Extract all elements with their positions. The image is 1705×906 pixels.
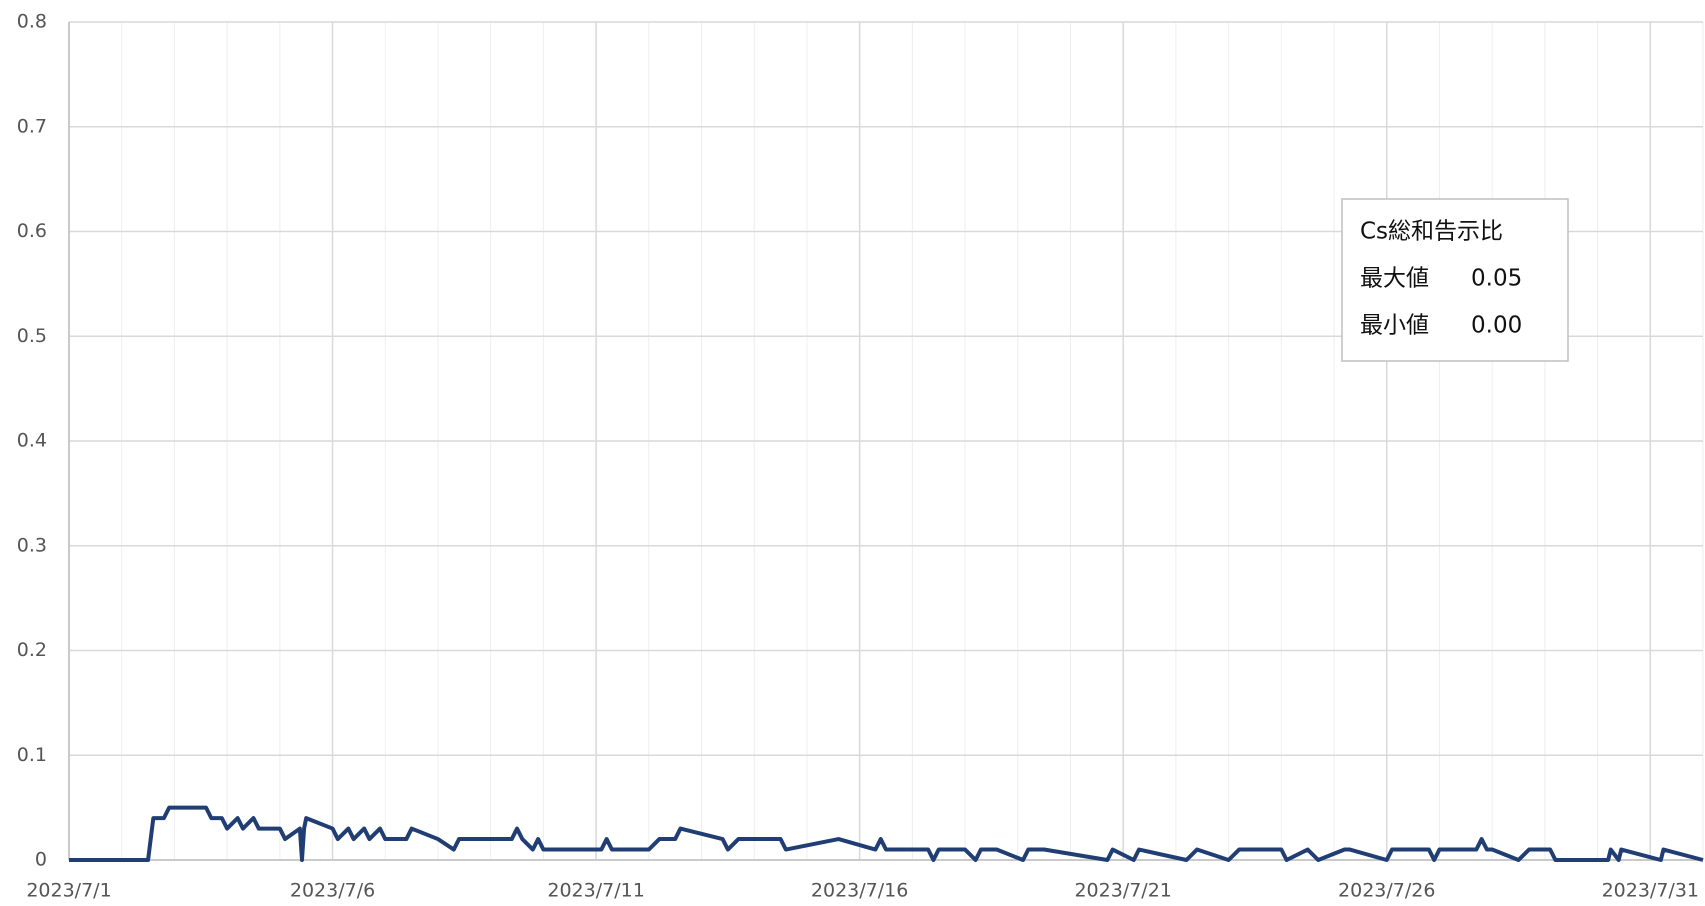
- y-tick-label: 0.4: [17, 430, 47, 452]
- x-tick-label: 2023/7/21: [1074, 880, 1171, 902]
- data-line: [69, 805, 1704, 862]
- y-tick-label: 0.7: [17, 115, 47, 137]
- annotation-label: 最大値: [1360, 266, 1429, 292]
- y-tick-label: 0.1: [17, 744, 47, 766]
- x-tick-label: 2023/7/26: [1338, 880, 1435, 902]
- y-tick-label: 0.5: [17, 325, 47, 347]
- annotation-label: 最小値: [1360, 313, 1429, 339]
- annotation-value: 0.05: [1471, 266, 1522, 292]
- y-tick-label: 0.2: [17, 639, 47, 661]
- y-tick-label: 0.3: [17, 534, 47, 556]
- y-tick-label: 0: [35, 849, 47, 871]
- y-tick-label: 0.8: [17, 11, 47, 33]
- x-tick-label: 2023/7/16: [811, 880, 908, 902]
- annotation-title: Cs総和告示比: [1360, 219, 1503, 245]
- x-tick-label: 2023/7/11: [547, 880, 644, 902]
- annotation-value: 0.00: [1471, 313, 1522, 339]
- x-tick-label: 2023/7/6: [290, 880, 375, 902]
- annotation-frame: [1341, 198, 1569, 362]
- x-tick-label: 2023/7/31: [1602, 880, 1699, 902]
- y-tick-label: 0.6: [17, 220, 47, 242]
- x-tick-label: 2023/7/1: [26, 880, 111, 902]
